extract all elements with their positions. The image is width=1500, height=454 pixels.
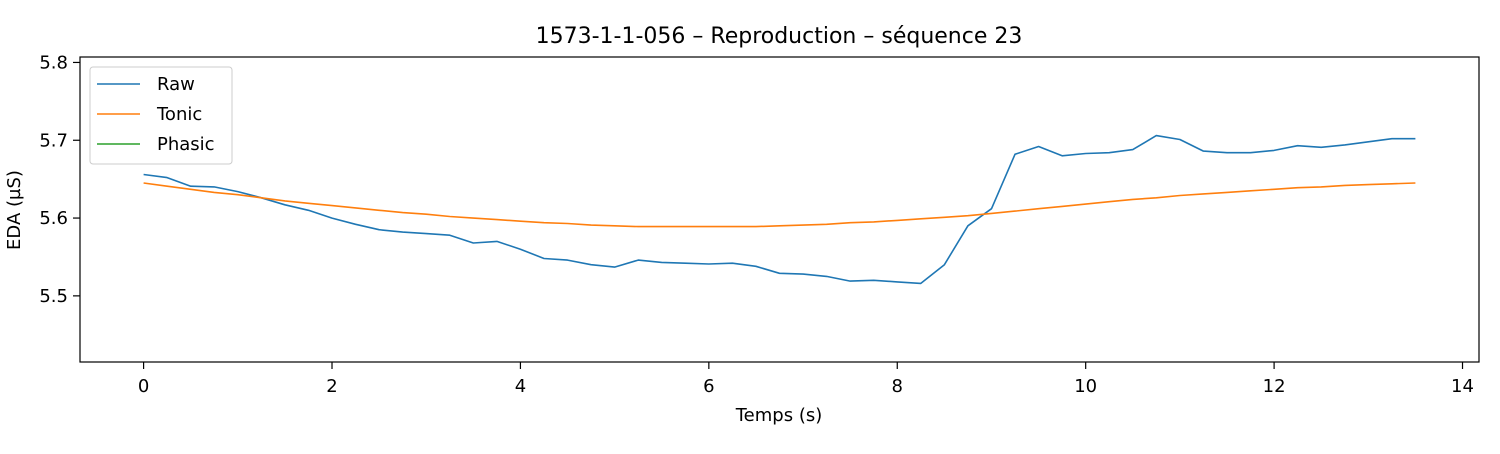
x-tick-label: 8 — [892, 376, 903, 397]
y-tick-label: 5.6 — [39, 208, 68, 229]
series-layer — [143, 134, 1416, 285]
series-line-raw — [143, 134, 1416, 285]
legend: Raw Tonic Phasic — [89, 66, 233, 165]
x-tick-label: 10 — [1074, 376, 1097, 397]
x-tick-label: 12 — [1263, 376, 1286, 397]
series-line-tonic — [143, 182, 1416, 228]
x-tick-label: 0 — [138, 376, 149, 397]
legend-label-raw: Raw — [157, 74, 195, 95]
x-tick-label: 6 — [703, 376, 714, 397]
y-tick-label: 5.5 — [39, 286, 68, 307]
x-tick-label: 4 — [515, 376, 526, 397]
x-tick-label: 14 — [1451, 376, 1474, 397]
plot-frame — [79, 56, 1480, 363]
y-axis: 5.5 5.6 5.7 5.8 — [39, 52, 80, 307]
y-axis-label: EDA (µS) — [4, 170, 25, 250]
legend-label-tonic: Tonic — [156, 104, 202, 125]
x-tick-label: 2 — [326, 376, 337, 397]
chart-title: 1573-1-1-056 – Reproduction – séquence 2… — [536, 24, 1023, 49]
y-tick-label: 5.7 — [39, 130, 68, 151]
x-axis-label: Temps (s) — [735, 405, 823, 426]
y-tick-label: 5.8 — [39, 52, 68, 73]
x-axis: 0 2 4 6 8 10 12 14 — [138, 362, 1474, 397]
legend-frame — [89, 66, 233, 165]
legend-label-phasic: Phasic — [157, 134, 215, 155]
